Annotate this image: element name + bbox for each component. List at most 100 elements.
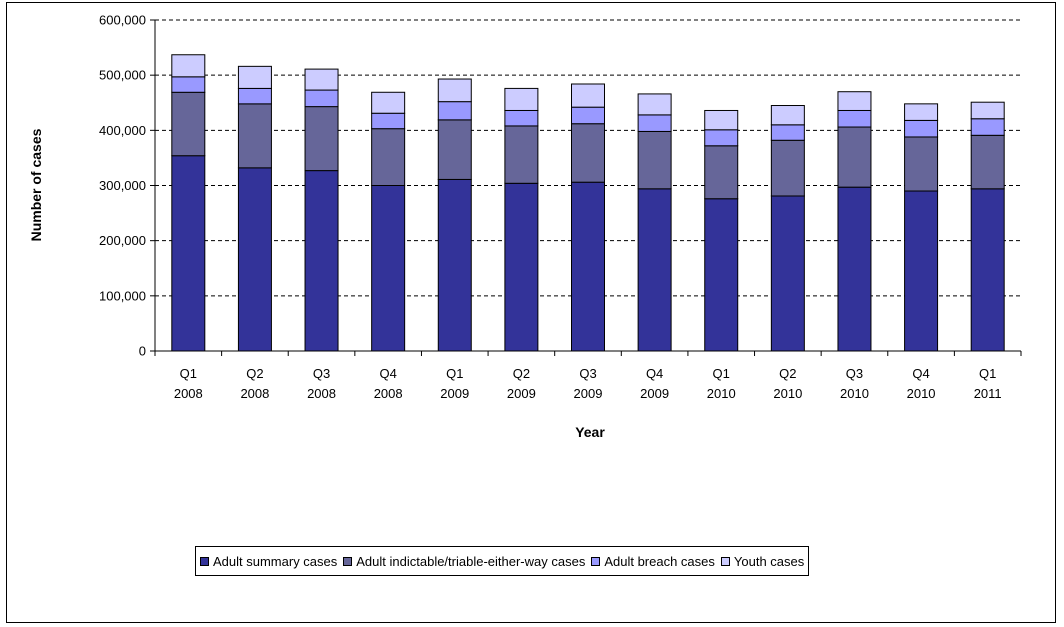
y-tick-label: 300,000 xyxy=(99,178,146,193)
bar-segment-3 xyxy=(437,101,472,121)
bar-segment-2 xyxy=(504,125,539,184)
y-tick-label: 100,000 xyxy=(99,288,146,303)
bar-segment-3 xyxy=(704,129,739,147)
bar-segment-3 xyxy=(970,118,1005,136)
y-tick-label: 200,000 xyxy=(99,233,146,248)
bar-segment-2 xyxy=(237,103,272,169)
bar-segment-3 xyxy=(237,87,272,105)
bar-segment-4 xyxy=(704,109,739,131)
x-tick-label: Q4 xyxy=(912,366,929,381)
bar-segment-4 xyxy=(237,65,272,89)
bar-segment-1 xyxy=(571,181,605,352)
bar-segment-4 xyxy=(304,68,339,91)
y-tick-label: 500,000 xyxy=(99,68,146,83)
bar-segment-3 xyxy=(770,124,805,141)
legend-label: Adult breach cases xyxy=(604,553,715,569)
x-tick-label: Q2 xyxy=(513,366,530,381)
bar-segment-1 xyxy=(304,170,339,352)
x-tick-label: 2010 xyxy=(773,386,802,401)
bar-segment-3 xyxy=(504,109,539,127)
bar-segment-2 xyxy=(704,145,739,200)
chart-frame xyxy=(6,2,1056,623)
legend-label: Adult indictable/triable-either-way case… xyxy=(356,553,586,569)
bar-segment-1 xyxy=(970,188,1005,352)
x-tick-label: Q4 xyxy=(646,366,663,381)
gridlines xyxy=(155,19,1021,297)
bar-segment-3 xyxy=(571,106,605,125)
bar-segment-4 xyxy=(770,105,805,126)
bar-segment-4 xyxy=(970,101,1005,120)
x-axis-title: Year xyxy=(575,424,605,440)
axes xyxy=(150,19,1022,356)
bar-segment-3 xyxy=(171,76,206,93)
bar-segment-2 xyxy=(437,119,472,180)
bar-segment-1 xyxy=(770,195,805,352)
bar-segment-1 xyxy=(637,188,672,352)
x-tick-label: Q1 xyxy=(180,366,197,381)
x-tick-label: Q1 xyxy=(979,366,996,381)
bar-segment-1 xyxy=(371,185,406,352)
bar-segment-2 xyxy=(171,91,206,157)
legend: Adult summary cases Adult indictable/tria… xyxy=(195,546,810,576)
x-tick-label: 2009 xyxy=(640,386,669,401)
bar-segment-1 xyxy=(904,190,939,352)
bar-segment-4 xyxy=(504,87,539,111)
y-tick-label: 400,000 xyxy=(99,123,146,138)
x-tick-label: Q1 xyxy=(446,366,463,381)
bar-segment-4 xyxy=(637,93,672,116)
x-tick-label: Q2 xyxy=(246,366,263,381)
x-tick-label: Q1 xyxy=(713,366,730,381)
bar-segment-2 xyxy=(970,134,1005,190)
bar-segment-2 xyxy=(637,130,672,190)
legend-swatch xyxy=(591,556,601,566)
bar-segment-3 xyxy=(837,109,872,128)
y-tick-label: 600,000 xyxy=(99,13,146,28)
y-axis-title: Number of cases xyxy=(28,128,44,241)
x-tick-label: Q4 xyxy=(379,366,396,381)
bar-segment-2 xyxy=(371,128,406,186)
legend-swatch xyxy=(343,556,353,566)
x-tick-label: Q2 xyxy=(779,366,796,381)
bar-segment-4 xyxy=(371,91,406,114)
x-tick-labels: Q1 2008 Q2 2008 Q3 2008 Q4 2008 Q1 2009 Q2 2009 Q3 20… xyxy=(174,366,1002,401)
x-tick-label: Q3 xyxy=(846,366,863,381)
y-tick-labels: 0 100,000 200,000 300,000 400,000 500,000 600,… xyxy=(99,13,146,359)
bars xyxy=(171,54,1005,352)
bar-segment-2 xyxy=(304,106,339,172)
bar-segment-3 xyxy=(637,114,672,132)
x-tick-label: 2008 xyxy=(307,386,336,401)
legend-item: Adult breach cases xyxy=(591,554,715,569)
x-tick-label: 2008 xyxy=(240,386,269,401)
x-tick-label: 2010 xyxy=(707,386,736,401)
x-tick-label: 2010 xyxy=(840,386,869,401)
x-tick-label: Q3 xyxy=(579,366,596,381)
bar-segment-4 xyxy=(571,83,605,108)
bar-segment-3 xyxy=(304,89,339,108)
x-tick-label: 2010 xyxy=(907,386,936,401)
legend-swatch xyxy=(720,556,730,566)
bar-segment-4 xyxy=(437,78,472,103)
bar-segment-1 xyxy=(237,167,272,352)
x-tick-label: 2009 xyxy=(574,386,603,401)
bar-segment-1 xyxy=(704,198,739,352)
bar-segment-1 xyxy=(171,155,206,352)
bar-segment-2 xyxy=(770,139,805,197)
bar-segment-1 xyxy=(437,178,472,352)
bar-segment-4 xyxy=(904,103,939,121)
legend-item: Adult indictable/triable-either-way case… xyxy=(343,554,585,569)
bar-segment-2 xyxy=(571,123,605,183)
bar-segment-2 xyxy=(904,136,939,192)
legend-label: Youth cases xyxy=(733,553,805,569)
bar-segment-4 xyxy=(837,91,872,111)
bar-segment-1 xyxy=(504,182,539,352)
bar-segment-4 xyxy=(171,54,206,78)
bar-segment-3 xyxy=(904,119,939,138)
legend-item: Adult summary cases xyxy=(200,554,337,569)
x-tick-label: Q3 xyxy=(313,366,330,381)
bar-segment-2 xyxy=(837,126,872,188)
x-tick-label: 2008 xyxy=(174,386,203,401)
x-tick-label: 2008 xyxy=(374,386,403,401)
x-tick-label: 2009 xyxy=(440,386,469,401)
bar-segment-1 xyxy=(837,186,872,352)
